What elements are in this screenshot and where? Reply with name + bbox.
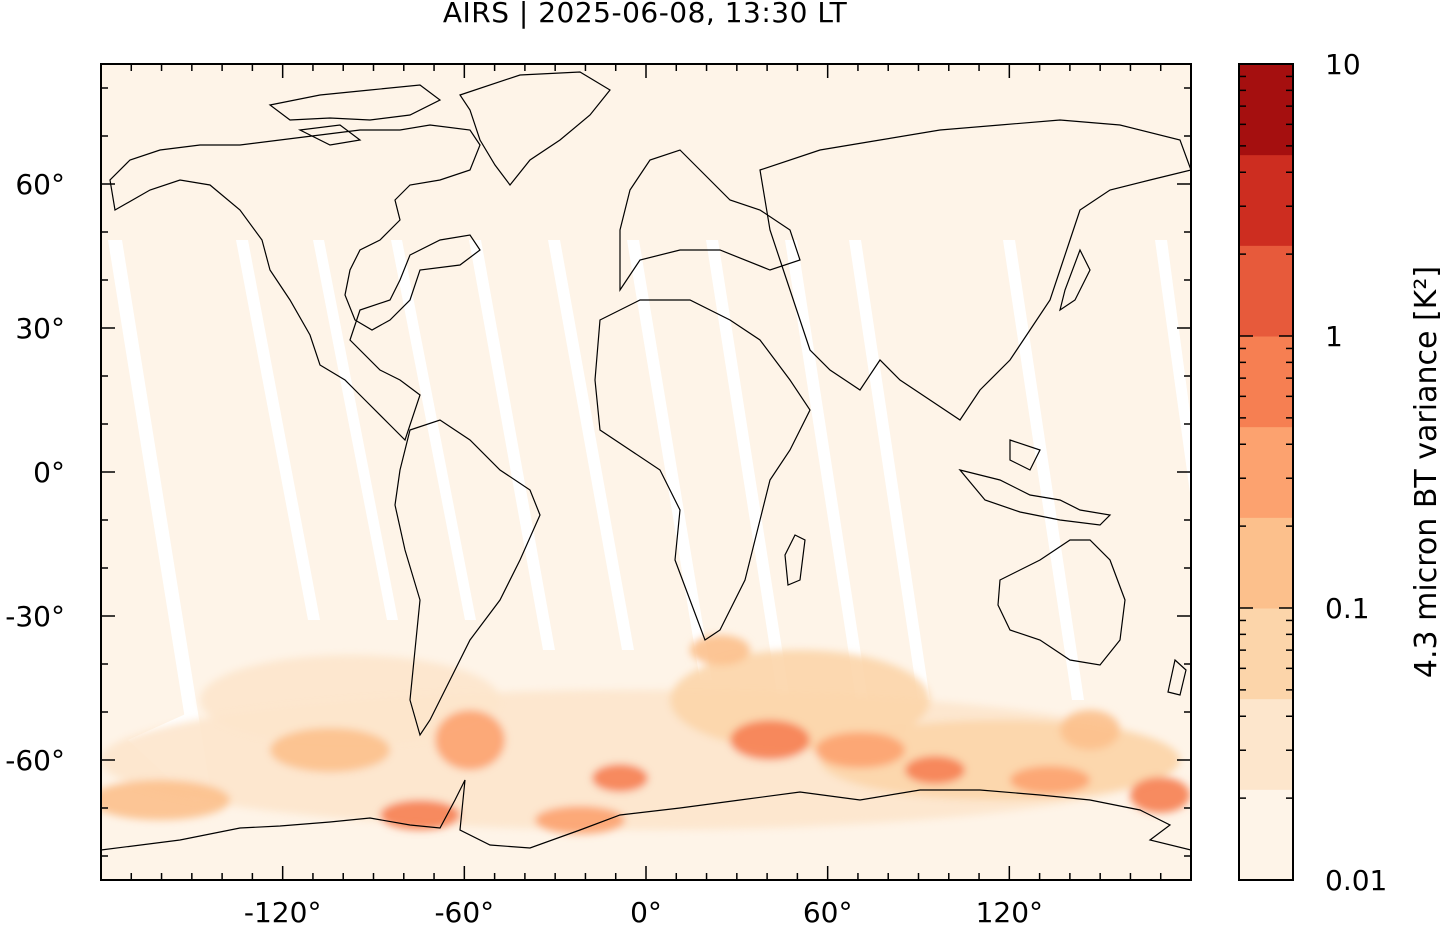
coastline-south-america	[394, 419, 541, 737]
colorbar-band	[1239, 789, 1293, 881]
coastline-europe-africa	[594, 149, 811, 641]
map-tick-labels: -120° -60° 0° 60° 120° 60° 30° 0° -30° -60°	[5, 168, 1043, 929]
colorbar-label: 4.3 micron BT variance [K²]	[1409, 266, 1442, 678]
y-tick-label: -30°	[5, 600, 65, 633]
y-tick-label: 0°	[33, 456, 65, 489]
y-tick-label: 60°	[15, 168, 65, 201]
colorbar-band	[1239, 517, 1293, 609]
colorbar-band	[1239, 608, 1293, 700]
x-tick-label: -120°	[244, 896, 322, 929]
y-tick-label: 30°	[15, 312, 65, 345]
coastline-japan	[1059, 248, 1091, 312]
coastlines	[101, 71, 1191, 851]
colorbar-tick-label: 0.1	[1325, 592, 1370, 625]
colorbar-frame	[1238, 63, 1294, 881]
colorbar-band	[1239, 698, 1293, 790]
colorbar-ticks	[1239, 75, 1293, 881]
coastline-antarctica	[101, 779, 1191, 851]
y-tick-label: -60°	[5, 744, 65, 777]
x-tick-label: 60°	[803, 896, 853, 929]
colorbar-tick-label: 1	[1325, 320, 1343, 353]
coastline-asia	[759, 119, 1191, 421]
x-tick-label: -60°	[434, 896, 494, 929]
colorbar-band	[1239, 245, 1293, 337]
x-tick-label: 120°	[976, 896, 1043, 929]
coastline-new-zealand	[1167, 658, 1187, 696]
colorbar-tick-labels: 10 1 0.1 0.01	[1325, 48, 1387, 897]
map-title: AIRS | 2025-06-08, 13:30 LT	[442, 0, 848, 29]
colorbar-band	[1239, 154, 1293, 246]
coastline-madagascar	[784, 534, 806, 586]
colorbar-band	[1239, 64, 1293, 156]
colorbar-band	[1239, 426, 1293, 518]
colorbar-tick-label: 0.01	[1325, 864, 1387, 897]
orbit-gaps	[108, 240, 1191, 802]
map-ticks	[101, 64, 1191, 880]
colorbar-tick-label: 10	[1325, 48, 1361, 81]
coastline-indonesia	[958, 439, 1112, 526]
colorbar-band	[1239, 336, 1293, 428]
coastline-north-america	[109, 124, 481, 442]
x-tick-label: 0°	[630, 896, 662, 929]
colorbar	[1239, 64, 1293, 881]
coastline-arctic-islands	[268, 84, 442, 146]
coastline-australia	[997, 539, 1126, 666]
variance-field	[101, 635, 1190, 834]
coastline-greenland	[459, 71, 611, 186]
